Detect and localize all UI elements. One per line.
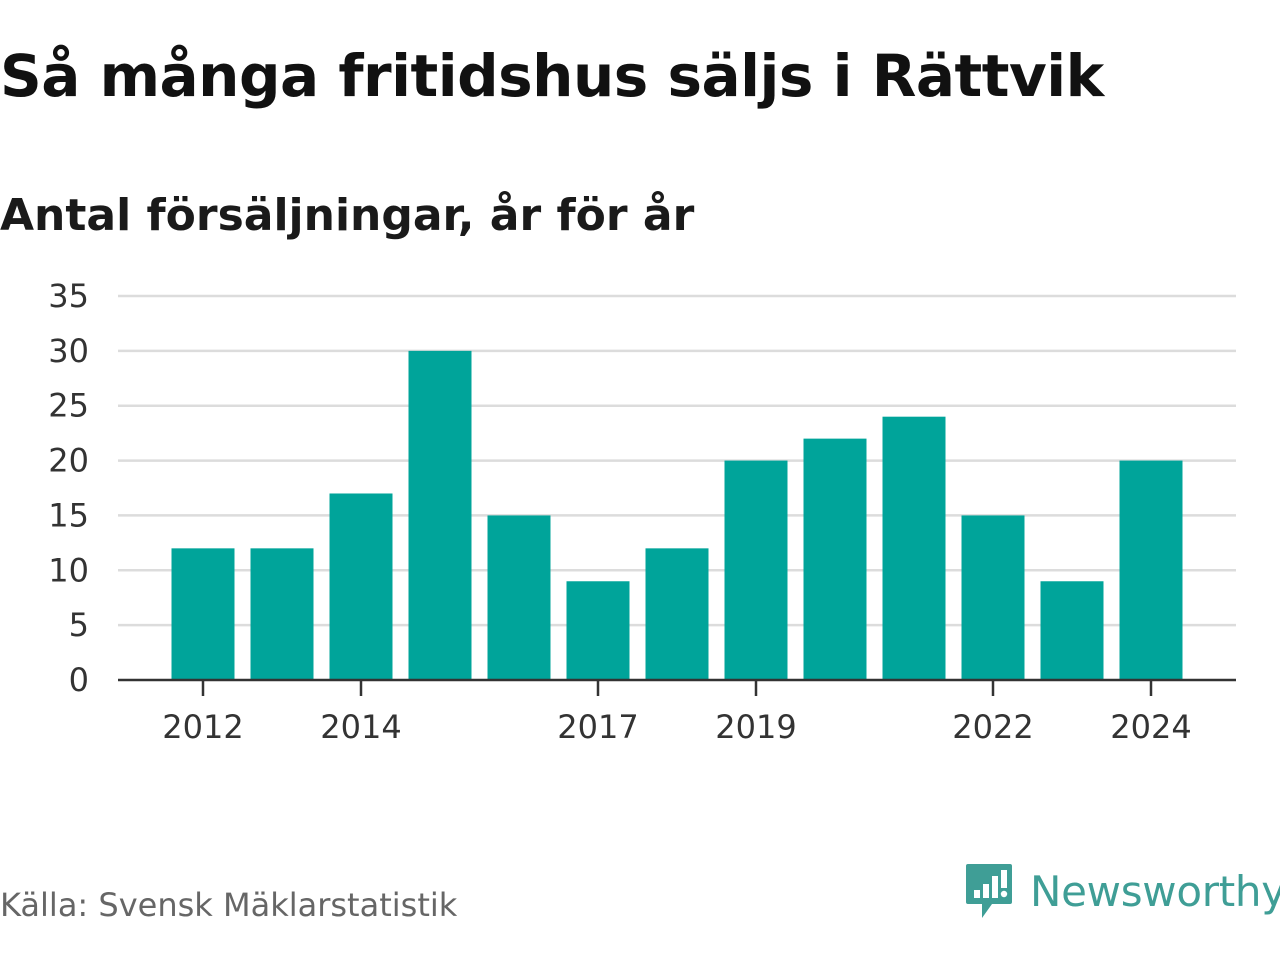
chart-subtitle: Antal försäljningar, år för år	[0, 190, 695, 241]
x-axis-ticks: 2012 2014 2017 2019 2022 2024	[162, 680, 1192, 746]
y-axis-ticks: 0 5 10 15 20 25 30 35	[48, 277, 89, 699]
y-tick-label: 10	[48, 551, 89, 589]
bar-2021	[882, 416, 946, 680]
bar-2020	[803, 438, 867, 680]
y-tick-label: 20	[48, 442, 89, 480]
chart-speech-bubble-icon	[966, 864, 1012, 918]
bar-2018	[645, 548, 709, 680]
bar-2019	[724, 460, 788, 680]
y-tick-label: 25	[48, 387, 89, 425]
x-tick-label: 2012	[162, 708, 243, 746]
bar-2013	[250, 548, 314, 680]
bar-2012	[171, 548, 235, 680]
brand-logo: Newsworthy	[964, 862, 1280, 920]
x-tick-label: 2022	[952, 708, 1033, 746]
bar-2017	[566, 581, 630, 680]
bars	[171, 350, 1183, 680]
brand-name: Newsworthy	[1030, 866, 1280, 916]
bar-2014	[329, 493, 393, 680]
x-tick-label: 2014	[320, 708, 401, 746]
source-note: Källa: Svensk Mäklarstatistik	[0, 886, 458, 924]
chart-title: Så många fritidshus säljs i Rättvik	[0, 42, 1104, 110]
y-tick-label: 30	[48, 332, 89, 370]
x-tick-label: 2024	[1110, 708, 1191, 746]
x-tick-label: 2019	[715, 708, 796, 746]
y-tick-label: 35	[48, 277, 89, 315]
bar-2016	[487, 515, 551, 680]
bar-2024	[1119, 460, 1183, 680]
bar-2015	[408, 350, 472, 680]
y-tick-label: 15	[48, 496, 89, 534]
bar-2022	[961, 515, 1025, 680]
bar-2023	[1040, 581, 1104, 680]
y-tick-label: 0	[69, 661, 89, 699]
y-tick-label: 5	[69, 606, 89, 644]
x-tick-label: 2017	[557, 708, 638, 746]
bar-chart: 0 5 10 15 20 25 30 35 2012 2014 2017 2019 2022 2024	[48, 277, 1236, 746]
